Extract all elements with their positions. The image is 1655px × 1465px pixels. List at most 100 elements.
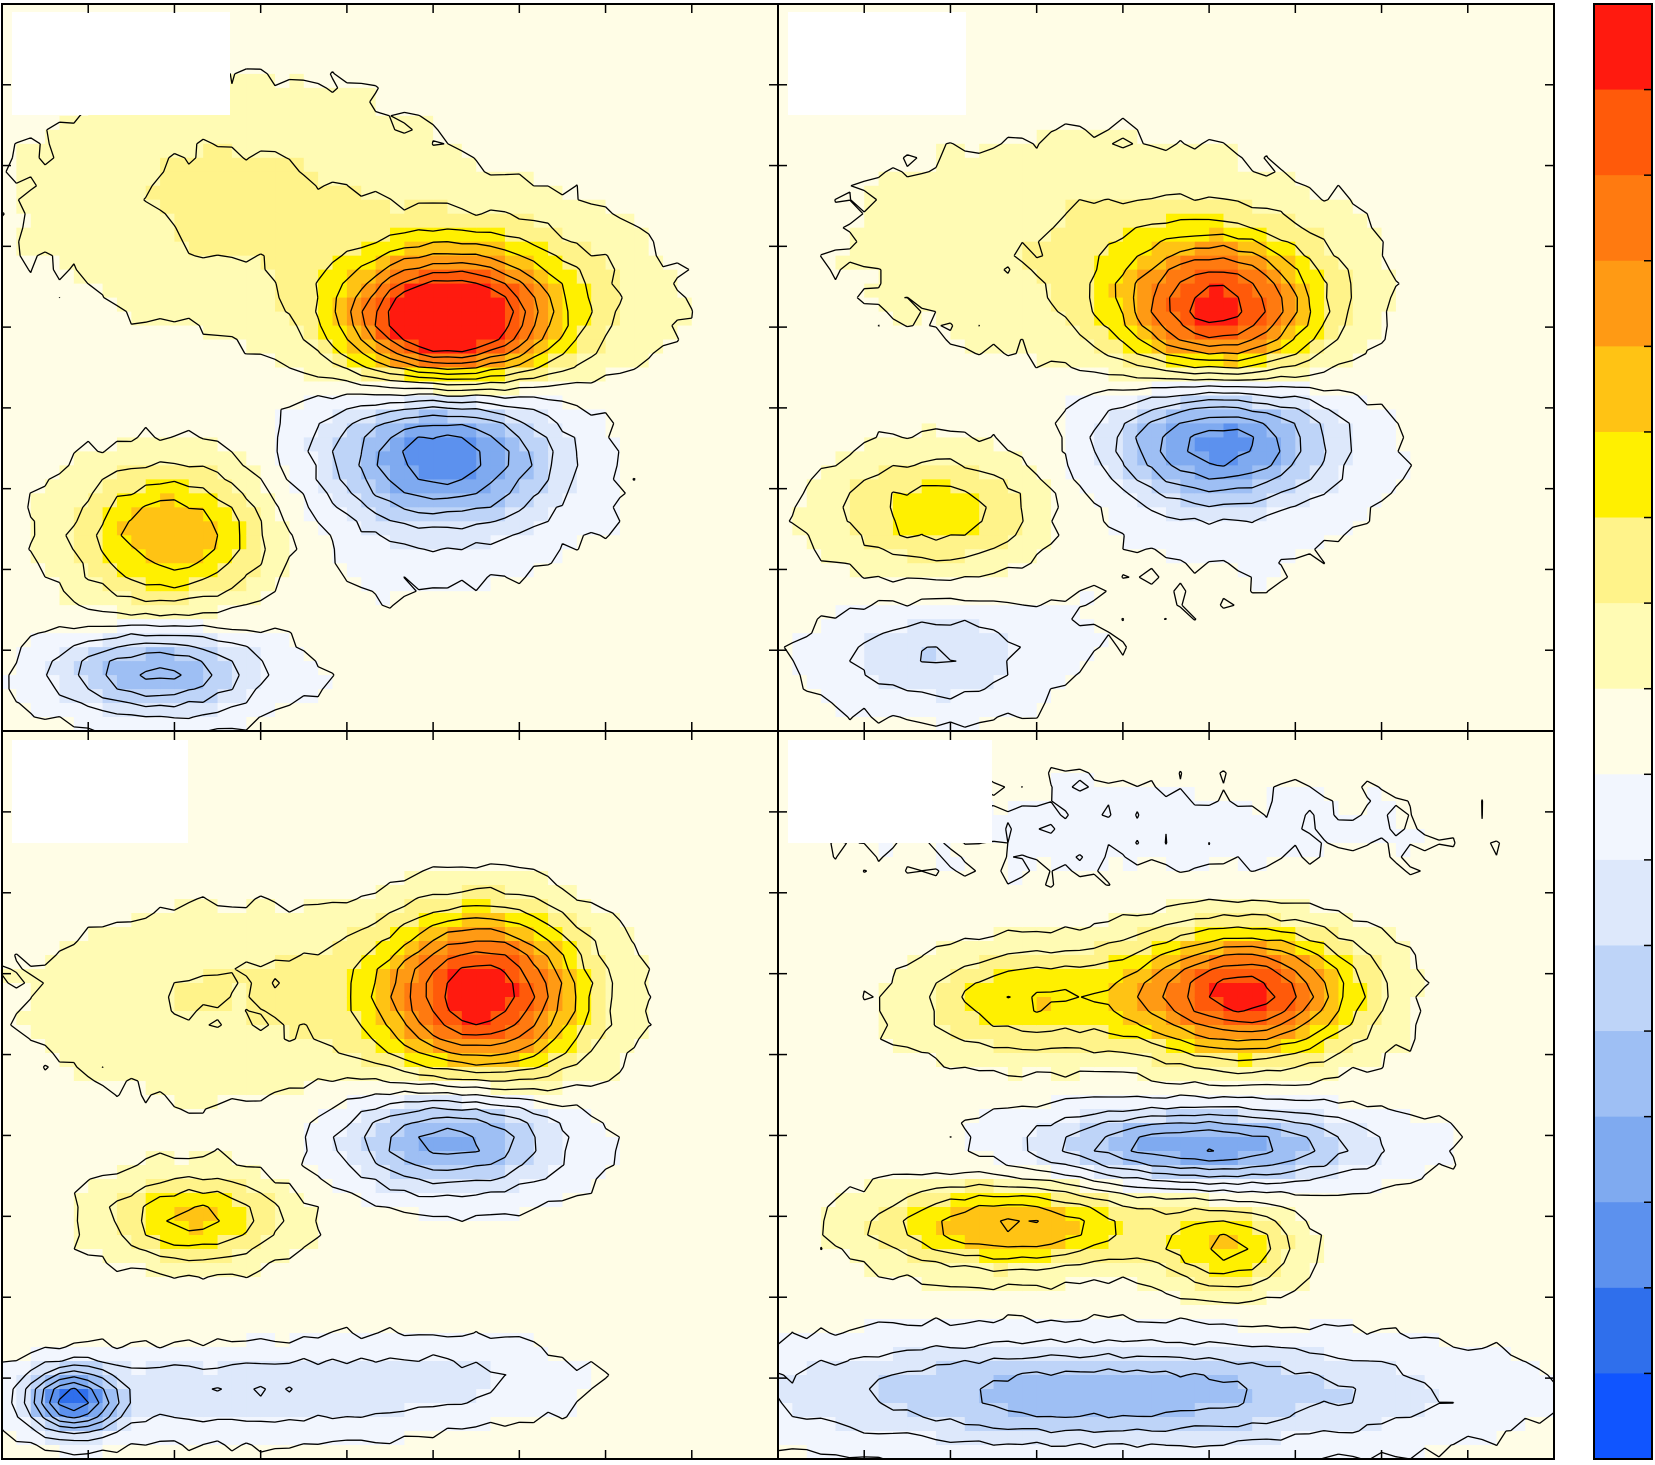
contour-cell — [519, 535, 535, 551]
contour-cell — [217, 479, 233, 495]
contour-cell — [390, 605, 406, 620]
contour-cell — [1309, 311, 1325, 327]
contour-cell — [734, 465, 751, 481]
contour-cell — [1065, 227, 1081, 243]
contour-cell — [1051, 521, 1067, 537]
contour-cell — [1022, 409, 1038, 425]
contour-cell — [648, 101, 664, 117]
contour-cell — [749, 423, 765, 439]
contour-cell — [116, 255, 133, 271]
contour-cell — [950, 171, 966, 187]
contour-cell — [1007, 535, 1024, 551]
contour-cell — [835, 437, 851, 453]
contour-cell — [1094, 185, 1110, 201]
contour-cell — [1309, 171, 1325, 187]
contour-cell — [619, 199, 636, 215]
contour-cell — [548, 591, 564, 606]
contour-cell — [878, 269, 894, 285]
contour-cell — [1166, 717, 1182, 731]
contour-cell — [720, 675, 736, 690]
contour-cell — [346, 381, 363, 397]
contour-cell — [30, 227, 46, 243]
contour-cell — [548, 689, 564, 704]
contour-cell — [116, 451, 133, 467]
contour-cell — [433, 423, 449, 439]
contour-cell — [1137, 367, 1153, 383]
contour-cell — [950, 129, 966, 145]
contour-cell — [806, 451, 822, 467]
contour-cell — [936, 619, 952, 634]
contour-cell — [1151, 493, 1167, 509]
contour-cell — [59, 563, 75, 579]
contour-cell — [763, 353, 778, 369]
contour-cell — [993, 269, 1009, 285]
contour-cell — [174, 507, 190, 523]
contour-cell — [821, 227, 837, 243]
contour-cell — [1295, 591, 1311, 606]
contour-cell — [2, 213, 18, 229]
contour-cell — [634, 465, 650, 481]
contour-cell — [361, 451, 377, 467]
contour-cell — [1209, 157, 1225, 173]
contour-cell — [1122, 563, 1139, 579]
contour-cell — [749, 353, 765, 369]
contour-cell — [677, 661, 693, 676]
contour-cell — [217, 185, 233, 201]
contour-cell — [993, 339, 1009, 355]
contour-cell — [778, 143, 794, 159]
contour-cell — [490, 577, 506, 592]
contour-cell — [835, 717, 851, 731]
contour-cell — [246, 227, 262, 243]
contour-cell — [418, 157, 434, 173]
contour-cell — [88, 395, 104, 411]
contour-cell — [1108, 213, 1124, 229]
contour-cell — [605, 703, 621, 718]
contour-cell — [375, 199, 391, 215]
contour-cell — [1266, 157, 1282, 173]
contour-cell — [864, 381, 880, 397]
contour-cell — [576, 605, 592, 620]
contour-cell — [418, 507, 434, 523]
contour-cell — [418, 521, 434, 537]
contour-cell — [1223, 185, 1239, 201]
contour-cell — [979, 423, 995, 439]
contour-cell — [260, 353, 276, 369]
contour-cell — [490, 381, 506, 397]
contour-cell — [1280, 423, 1297, 439]
contour-cell — [361, 213, 377, 229]
contour-cell — [864, 241, 880, 257]
contour-cell — [864, 115, 880, 131]
contour-cell — [1137, 535, 1153, 551]
contour-cell — [634, 451, 650, 467]
contour-cell — [447, 451, 463, 467]
contour-cell — [30, 353, 46, 369]
contour-cell — [1252, 45, 1268, 61]
panels — [1, 3, 1555, 1460]
contour-cell — [921, 563, 937, 579]
contour-cell — [1237, 633, 1254, 648]
contour-cell — [1108, 59, 1124, 75]
contour-cell — [849, 395, 866, 411]
contour-cell — [1338, 213, 1354, 229]
contour-cell — [849, 129, 866, 145]
contour-cell — [30, 157, 46, 173]
contour-cell — [490, 269, 506, 285]
contour-cell — [1194, 675, 1210, 690]
contour-cell — [318, 619, 334, 634]
contour-cell — [1022, 367, 1038, 383]
contour-cell — [1223, 4, 1239, 19]
contour-cell — [1036, 493, 1052, 509]
contour-cell — [447, 227, 463, 243]
contour-cell — [1352, 535, 1368, 551]
contour-cell — [1137, 619, 1153, 634]
contour-cell — [591, 633, 607, 648]
contour-cell — [174, 213, 190, 229]
contour-cell — [160, 423, 176, 439]
contour-cell — [16, 157, 32, 173]
contour-cell — [519, 395, 535, 411]
contour-cell — [835, 703, 851, 718]
contour-cell — [1180, 227, 1196, 243]
contour-cell — [1280, 171, 1297, 187]
contour-cell — [1065, 339, 1081, 355]
contour-cell — [950, 157, 966, 173]
